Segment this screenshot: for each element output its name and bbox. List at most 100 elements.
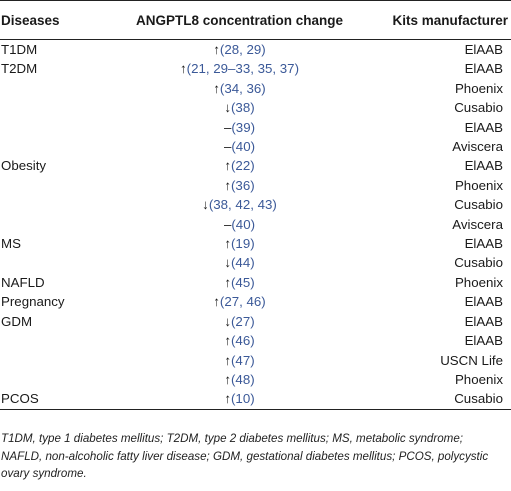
concentration-change-cell: ↑(36) <box>118 176 361 195</box>
table-body: T1DM ↑(28, 29) ElAAB T2DM ↑(21, 29–33, 35, 3… <box>0 40 511 410</box>
reference-link[interactable]: (40) <box>231 216 256 232</box>
concentration-change-cell: –(39) <box>118 118 361 137</box>
header-concentration-change: ANGPTL8 concentration change <box>118 0 361 40</box>
kit-manufacturer-cell: ElAAB <box>464 42 503 57</box>
change-direction-indicator: ↑ <box>213 80 220 96</box>
disease-cell <box>0 98 118 117</box>
reference-link[interactable]: (34, 36) <box>219 80 266 96</box>
change-direction-indicator: ↓ <box>224 313 231 329</box>
table-row: –(40) Aviscera <box>0 137 511 156</box>
disease-cell <box>0 118 118 137</box>
table-row: –(40) Aviscera <box>0 215 511 234</box>
concentration-change-cell: ↓(38) <box>118 98 361 117</box>
change-direction-indicator: ↑ <box>224 352 231 368</box>
kit-manufacturer-cell: Cusabio <box>454 197 503 213</box>
reference-link[interactable]: (45) <box>231 274 255 290</box>
reference-link[interactable]: (22) <box>231 158 255 174</box>
table-row: NAFLD ↑(45) Phoenix <box>0 273 511 292</box>
reference-link[interactable]: (48) <box>231 371 255 387</box>
kit-manufacturer-cell: Aviscera <box>452 216 503 232</box>
disease-cell: T2DM <box>1 61 38 77</box>
table-row: ↑(48) Phoenix <box>0 370 511 389</box>
change-direction-indicator: ↓ <box>224 255 231 271</box>
kit-manufacturer-cell: ElAAB <box>464 313 503 329</box>
reference-link[interactable]: (27, 46) <box>219 294 266 310</box>
kit-manufacturer-cell: ElAAB <box>464 294 503 310</box>
reference-link[interactable]: (40) <box>231 139 256 155</box>
kit-manufacturer-cell: ElAAB <box>464 333 503 349</box>
reference-link[interactable]: (44) <box>231 255 255 271</box>
change-direction-indicator: ↑ <box>224 333 231 349</box>
disease-cell <box>0 331 118 350</box>
disease-cell: PCOS <box>0 389 118 410</box>
change-direction-indicator: ↑ <box>224 236 231 252</box>
table-row: ↑(36) Phoenix <box>0 176 511 195</box>
table-row: ↓(38) Cusabio <box>0 98 511 117</box>
header-row: Diseases ANGPTL8 concentration change Ki… <box>0 0 511 40</box>
table-row: T2DM ↑(21, 29–33, 35, 37) ElAAB <box>0 59 511 78</box>
kit-manufacturer-cell: Aviscera <box>452 139 503 155</box>
reference-link[interactable]: (39) <box>231 119 256 135</box>
change-direction-indicator: ↑ <box>213 294 220 310</box>
change-direction-indicator: – <box>223 216 232 232</box>
concentration-change-cell: ↑(27, 46) <box>118 292 361 311</box>
kit-manufacturer-cell: Phoenix <box>454 80 503 96</box>
header-kits-manufacturer: Kits manufacturer <box>361 0 511 40</box>
reference-link[interactable]: (47) <box>231 352 255 368</box>
disease-cell <box>0 370 118 389</box>
change-direction-indicator: ↑ <box>224 371 231 387</box>
concentration-change-cell: ↑(22) <box>118 156 361 175</box>
table-row: Pregnancy ↑(27, 46) ElAAB <box>0 292 511 311</box>
change-direction-indicator: ↓ <box>202 197 209 213</box>
kit-manufacturer-cell: Phoenix <box>454 371 503 387</box>
reference-link[interactable]: (19) <box>231 236 255 252</box>
reference-link[interactable]: (28, 29) <box>219 42 266 57</box>
header-diseases: Diseases <box>0 0 118 40</box>
concentration-change-cell: ↑(28, 29) <box>118 40 361 60</box>
kit-manufacturer-cell: Cusabio <box>454 100 503 116</box>
reference-link[interactable]: (36) <box>231 177 255 193</box>
disease-cell: NAFLD <box>1 274 45 290</box>
table-row: PCOS ↑(10) Cusabio <box>0 389 511 410</box>
disease-cell <box>0 137 118 156</box>
concentration-change-cell: ↑(19) <box>118 234 361 253</box>
table-row: MS ↑(19) ElAAB <box>0 234 511 253</box>
table-row: ↓(44) Cusabio <box>0 253 511 272</box>
change-direction-indicator: ↑ <box>224 158 231 174</box>
table-row: T1DM ↑(28, 29) ElAAB <box>0 40 511 60</box>
disease-cell <box>0 215 118 234</box>
concentration-change-cell: ↑(46) <box>118 331 361 350</box>
concentration-change-cell: ↑(34, 36) <box>118 79 361 98</box>
reference-link[interactable]: (21, 29–33, 35, 37) <box>186 61 300 77</box>
reference-link[interactable]: (46) <box>231 333 255 349</box>
reference-link[interactable]: (38) <box>231 100 255 116</box>
reference-link[interactable]: (38, 42, 43) <box>208 197 277 213</box>
table-row: GDM ↓(27) ElAAB <box>0 312 511 331</box>
concentration-change-cell: ↑(45) <box>118 273 361 292</box>
change-direction-indicator: – <box>223 119 232 135</box>
disease-cell: Obesity <box>1 158 47 174</box>
kit-manufacturer-cell: Phoenix <box>454 177 503 193</box>
kit-manufacturer-cell: ElAAB <box>464 61 503 77</box>
reference-link[interactable]: (27) <box>231 313 255 329</box>
reference-link[interactable]: (10) <box>231 391 255 407</box>
concentration-change-cell: –(40) <box>118 215 361 234</box>
disease-cell <box>0 253 118 272</box>
concentration-change-cell: ↓(44) <box>118 253 361 272</box>
disease-cell: GDM <box>1 313 33 329</box>
data-table-container: Diseases ANGPTL8 concentration change Ki… <box>0 0 511 410</box>
table-row: ↑(46) ElAAB <box>0 331 511 350</box>
change-direction-indicator: ↑ <box>224 391 231 407</box>
disease-cell: MS <box>1 236 21 252</box>
disease-cell: T1DM <box>1 42 38 57</box>
kit-manufacturer-cell: Cusabio <box>361 389 511 410</box>
change-direction-indicator: ↑ <box>179 61 187 77</box>
concentration-change-cell: ↓(27) <box>118 312 361 331</box>
kit-manufacturer-cell: USCN Life <box>440 352 503 368</box>
table-row: –(39) ElAAB <box>0 118 511 137</box>
change-direction-indicator: – <box>223 139 232 155</box>
concentration-change-cell: ↑(10) <box>118 389 361 410</box>
concentration-change-cell: ↑(21, 29–33, 35, 37) <box>118 59 361 78</box>
table-header: Diseases ANGPTL8 concentration change Ki… <box>0 0 511 40</box>
concentration-change-cell: ↑(47) <box>118 351 361 370</box>
